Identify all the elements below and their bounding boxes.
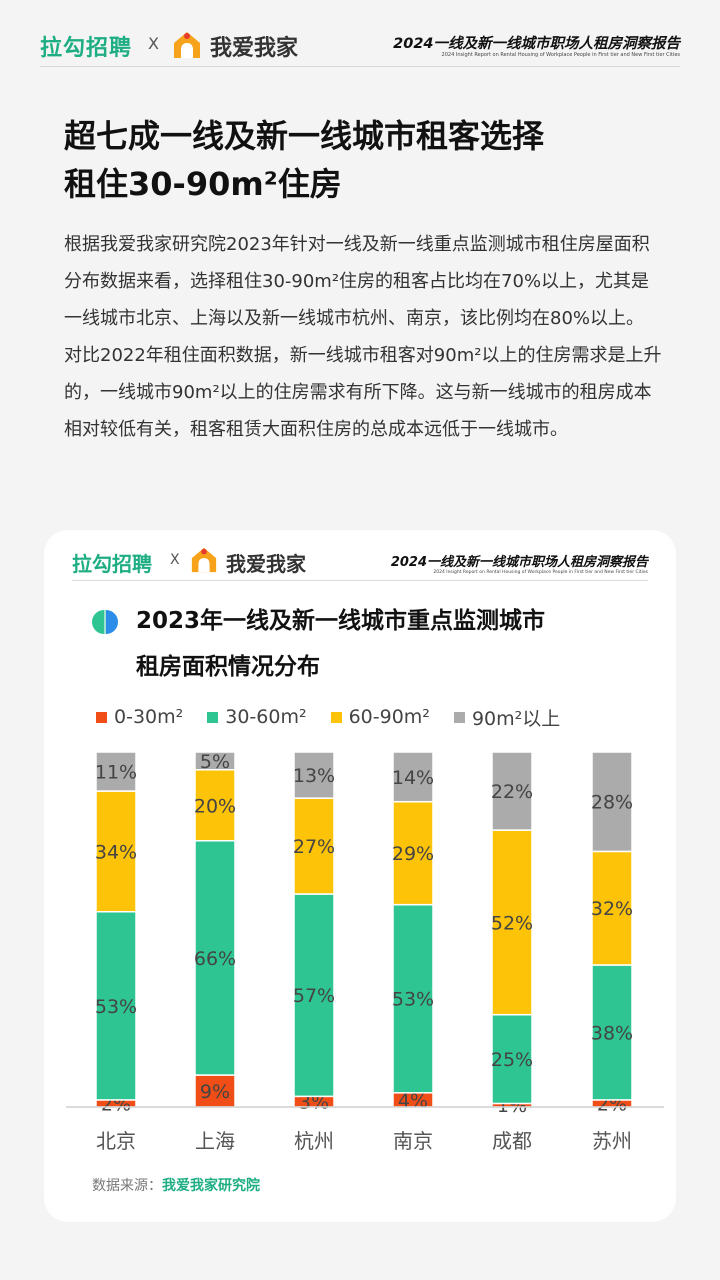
bar-segment — [491, 1013, 533, 1105]
legend-swatch — [330, 711, 342, 723]
page-title-line2: 租住30-90m²住房 — [64, 165, 342, 203]
bar-data-label: 11% — [95, 762, 137, 784]
brand-separator: X — [148, 34, 159, 53]
legend-item: 60-90m² — [330, 706, 430, 728]
report-title: 2024一线及新一线城市职场人租房洞察报告 — [393, 36, 680, 52]
bar-data-label: 28% — [591, 792, 633, 814]
card-lagou-logo: 拉勾招聘 — [72, 552, 152, 576]
page-header: 拉勾招聘 X 我爱我家 2024一线及新一线城市职场人租房洞察报告 2024 I… — [0, 0, 720, 70]
bar-segment — [194, 751, 236, 771]
article-body: 根据我爱我家研究院2023年针对一线及新一线重点监测城市租住房屋面积分布数据来看… — [64, 226, 664, 448]
legend-label: 0-30m² — [114, 706, 184, 728]
data-source: 数据来源：我爱我家研究院 — [92, 1175, 260, 1195]
chart-title-line1: 2023年一线及新一线城市重点监测城市 — [136, 608, 546, 634]
legend-label: 30-60m² — [225, 706, 307, 728]
bar-segment — [591, 850, 633, 966]
page-title-line1: 超七成一线及新一线城市租客选择 — [64, 117, 545, 155]
bar-data-label: 25% — [491, 1049, 533, 1071]
chart-plot-area: 2% 53% 34% 11% 北京 9% 66% 20% 5% 上海 3% 57% 27% 13% 杭州 4%… — [44, 740, 676, 1160]
bar-data-label: 13% — [293, 765, 335, 787]
chart-legend: 0-30m² 30-60m² 60-90m² 90m²以上 — [96, 704, 584, 730]
bar-data-label: 32% — [591, 898, 633, 920]
bar-data-label: 66% — [194, 948, 236, 970]
bar-data-label: 3% — [299, 1092, 329, 1114]
bar-data-label: 20% — [194, 795, 236, 817]
report-subtitle: 2024 Insight Report on Rental Housing of… — [441, 52, 680, 58]
chart-title: 2023年一线及新一线城市重点监测城市 租房面积情况分布 — [136, 598, 636, 690]
chart-title-icon — [92, 610, 118, 634]
card-report-title: 2024一线及新一线城市职场人租房洞察报告 — [390, 555, 648, 570]
chart-card: 拉勾招聘 X 我爱我家 2024一线及新一线城市职场人租房洞察报告 2024 I… — [44, 530, 676, 1222]
bar-segment — [95, 751, 137, 792]
x-tick-label: 成都 — [492, 1129, 532, 1153]
bar-segment — [491, 751, 533, 831]
legend-item: 0-30m² — [96, 706, 183, 728]
paragraph-1: 根据我爱我家研究院2023年针对一线及新一线重点监测城市租住房屋面积分布数据来看… — [64, 234, 650, 329]
bar-segment — [392, 903, 434, 1094]
legend-swatch — [207, 711, 219, 723]
x-tick-label: 北京 — [96, 1129, 136, 1153]
source-name: 我爱我家研究院 — [162, 1178, 260, 1194]
x-tick-label: 南京 — [393, 1129, 433, 1153]
legend-item: 30-60m² — [207, 706, 307, 728]
bar-data-label: 53% — [95, 996, 137, 1018]
bar-data-label: 9% — [200, 1081, 230, 1103]
page-title: 超七成一线及新一线城市租客选择 租住30-90m²住房 — [64, 112, 664, 208]
bar-data-label: 27% — [293, 836, 335, 858]
bar-segment — [293, 893, 335, 1098]
lagou-logo: 拉勾招聘 — [40, 36, 133, 61]
chart-title-line2: 租房面积情况分布 — [136, 654, 320, 680]
bar-segment — [591, 964, 633, 1101]
legend-label: 90m²以上 — [471, 707, 561, 730]
bar-data-label: 14% — [392, 767, 434, 789]
bar-segment — [95, 790, 137, 913]
card-brand-separator: X — [170, 552, 180, 568]
bar-data-label: 52% — [491, 912, 533, 934]
bar-segment — [591, 751, 633, 853]
stacked-bar-chart: 2%53%34%11%北京9%66%20%5%上海3%57%27%13%杭州4%… — [66, 751, 664, 1153]
bar-data-label: 5% — [200, 751, 230, 773]
bar-segment — [392, 800, 434, 906]
card-5i5j-logo: 我爱我家 — [226, 552, 306, 576]
legend-label: 60-90m² — [348, 706, 430, 728]
bar-segment — [293, 797, 335, 895]
x-tick-label: 杭州 — [294, 1129, 334, 1153]
bar-segment — [491, 829, 533, 1016]
bar-data-label: 53% — [392, 989, 434, 1011]
source-label: 数据来源： — [92, 1178, 162, 1194]
legend-swatch — [453, 711, 465, 723]
legend-swatch — [96, 711, 107, 723]
card-house-logo-icon — [191, 547, 217, 573]
header-divider — [40, 66, 680, 67]
bar-segment — [293, 751, 335, 799]
x-tick-label: 苏州 — [592, 1129, 632, 1153]
bar-segment — [95, 911, 137, 1101]
5i5j-logo: 我爱我家 — [210, 36, 299, 61]
bar-data-label: 29% — [392, 843, 434, 865]
legend-item: 90m²以上 — [453, 704, 561, 731]
bar-data-label: 22% — [491, 781, 533, 803]
x-tick-label: 上海 — [195, 1129, 235, 1153]
house-logo-icon — [174, 32, 200, 58]
bar-segment — [392, 751, 434, 803]
bar-data-label: 57% — [293, 985, 335, 1007]
card-report-subtitle: 2024 Insight Report on Rental Housing of… — [433, 570, 648, 575]
bar-data-label: 38% — [591, 1022, 633, 1044]
paragraph-2: 对比2022年租住面积数据，新一线城市租客对90m²以上的住房需求是上升的，一线… — [64, 345, 662, 440]
card-divider — [72, 580, 648, 581]
bar-data-label: 34% — [95, 841, 137, 863]
